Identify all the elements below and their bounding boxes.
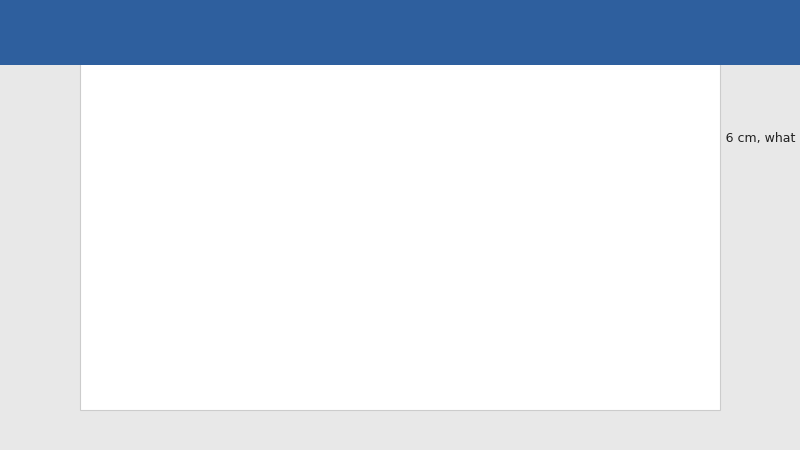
Text: M: M	[212, 177, 224, 190]
Text: 18 cm: 18 cm	[231, 282, 270, 295]
Text: 3 cm: 3 cm	[231, 306, 262, 319]
Text: © 2022 Edmentum. All rights reserved.: © 2022 Edmentum. All rights reserved.	[112, 383, 306, 394]
Text: B.: B.	[206, 282, 220, 295]
Text: N: N	[296, 188, 306, 201]
Text: 54 cm: 54 cm	[231, 258, 270, 271]
Text: A.: A.	[206, 306, 220, 319]
Text: 5: 5	[184, 90, 194, 104]
Text: D.: D.	[206, 235, 221, 248]
Text: Select the correct answer.: Select the correct answer.	[184, 115, 347, 128]
Text: Relationships Between Lengths, Areas, and Volumes: Mastery Test: Relationships Between Lengths, Areas, an…	[214, 70, 606, 83]
Text: C.: C.	[206, 258, 219, 271]
Text: 2 cm: 2 cm	[231, 235, 262, 248]
Text: Circle M dilated by a scale factor of 3 gives circle N. If the circumference of : Circle M dilated by a scale factor of 3 …	[184, 132, 800, 145]
